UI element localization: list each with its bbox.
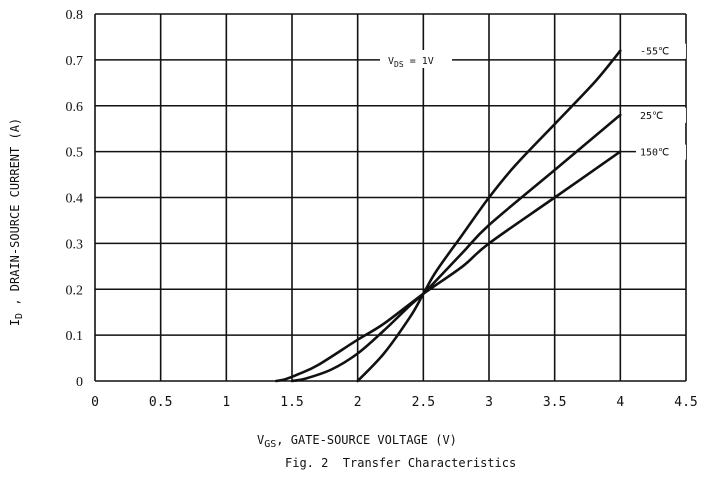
- series-label-1: 25℃: [640, 111, 663, 122]
- y-tick-label-4: 0.4: [66, 192, 84, 207]
- x-tick-label-1: 0.5: [149, 395, 172, 410]
- y-axis-label: ID , DRAIN-SOURCE CURRENT (A): [8, 118, 25, 326]
- series-label-0: -55℃: [640, 47, 669, 58]
- series-label-bg-1: [636, 107, 686, 123]
- series-curve-0: [356, 49, 622, 383]
- x-tick-label-5: 2.5: [412, 395, 435, 410]
- x-tick-label-6: 3: [485, 395, 493, 410]
- x-tick-label-4: 2: [354, 395, 362, 410]
- x-tick-label-8: 4: [616, 395, 624, 410]
- y-tick-label-8: 0.8: [66, 8, 84, 23]
- series-labels: -55℃ 25℃ 150℃: [636, 43, 686, 160]
- y-tick-label-3: 0.3: [66, 237, 84, 252]
- series-label-2: 150℃: [640, 148, 669, 159]
- annotation-background: [380, 50, 452, 68]
- y-tick-label-7: 0.7: [66, 54, 84, 69]
- y-tick-label-0: 0: [76, 375, 83, 390]
- series-label-bg-2: [636, 144, 686, 160]
- series-curve-2: [274, 150, 622, 383]
- curves: [274, 49, 622, 383]
- y-tick-labels: 0 0.1 0.2 0.3 0.4 0.5 0.6 0.7 0.8: [66, 8, 84, 390]
- x-tick-labels: 0 0.5 1 1.5 2 2.5 3 3.5 4 4.5: [91, 395, 698, 410]
- vds-annotation: VDS = 1V: [388, 56, 434, 69]
- figure-caption: Fig. 2 Transfer Characteristics: [285, 456, 516, 470]
- series-label-bg-0: [636, 43, 686, 59]
- y-tick-label-5: 0.5: [66, 146, 84, 161]
- x-tick-label-2: 1: [222, 395, 230, 410]
- x-axis-label: VGS, GATE-SOURCE VOLTAGE (V): [257, 433, 457, 450]
- series-curve-1: [290, 113, 622, 383]
- y-tick-label-6: 0.6: [66, 100, 84, 115]
- y-tick-label-1: 0.1: [66, 329, 84, 344]
- y-tick-label-2: 0.2: [66, 283, 84, 298]
- x-tick-label-9: 4.5: [674, 395, 697, 410]
- x-tick-label-0: 0: [91, 395, 99, 410]
- x-tick-label-7: 3.5: [543, 395, 566, 410]
- x-tick-label-3: 1.5: [280, 395, 303, 410]
